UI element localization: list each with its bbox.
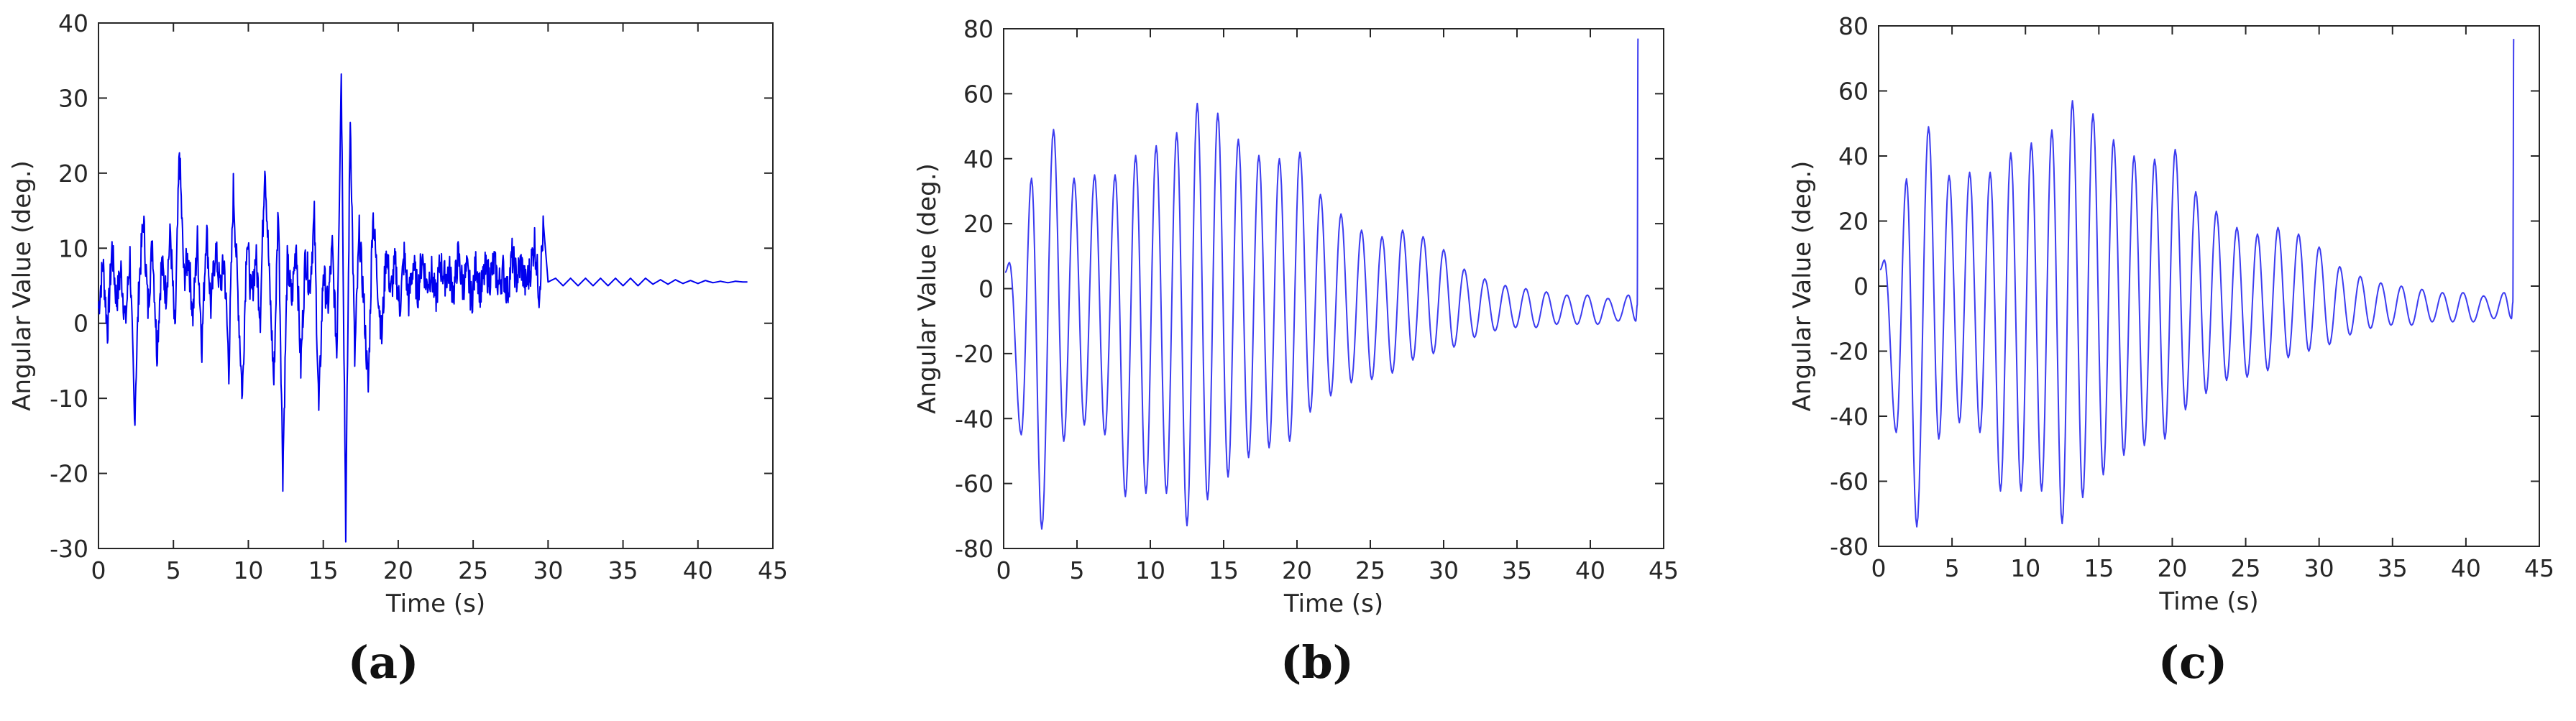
x-tick-label: 15 <box>308 556 339 584</box>
x-tick-label: 45 <box>1649 556 1679 584</box>
x-tick-label: 20 <box>1282 556 1312 584</box>
y-tick-label: 10 <box>58 234 88 262</box>
y-tick-label: 0 <box>73 310 88 338</box>
y-tick-label: -60 <box>955 470 994 498</box>
caption-b: (b) <box>1280 636 1355 689</box>
x-tick-label: 5 <box>1070 556 1085 584</box>
x-tick-label: 10 <box>2010 554 2040 582</box>
series-line <box>1004 38 1639 530</box>
x-tick-label: 10 <box>233 556 263 584</box>
x-tick-label: 25 <box>1355 556 1385 584</box>
x-tick-label: 30 <box>2304 554 2334 582</box>
plot-frame <box>98 22 774 549</box>
x-tick-label: 20 <box>383 556 413 584</box>
y-tick-label: 0 <box>1853 272 1869 300</box>
y-axis-label: Angular Value (deg.) <box>1788 161 1817 412</box>
y-tick-label: 20 <box>1838 208 1869 236</box>
x-axis-label: Time (s) <box>1283 589 1383 618</box>
x-axis-label: Time (s) <box>2158 587 2258 616</box>
y-tick-label: 0 <box>978 275 994 303</box>
x-tick-label: 0 <box>1871 554 1887 582</box>
x-tick-label: 40 <box>683 556 713 584</box>
x-tick-label: 25 <box>458 556 488 584</box>
y-tick-label: -30 <box>50 535 88 563</box>
y-tick-label: 20 <box>58 160 88 188</box>
y-tick-label: 80 <box>963 15 994 43</box>
y-tick-label: -40 <box>1830 403 1869 431</box>
y-tick-label: 40 <box>1838 142 1869 170</box>
y-tick-label: 40 <box>963 145 994 173</box>
y-tick-label: -20 <box>50 460 88 488</box>
y-tick-label: 60 <box>1838 78 1869 106</box>
x-tick-label: 0 <box>91 556 106 584</box>
y-tick-label: -20 <box>1830 338 1869 366</box>
x-tick-label: 45 <box>2524 554 2554 582</box>
series-line <box>1879 39 2515 528</box>
x-tick-label: 15 <box>1209 556 1239 584</box>
chart-panel-c: 0 5 10 15 20 25 30 35 40 45 -80 -60 -40 -20 0 20 40 60 80 T… <box>1788 12 2554 616</box>
x-tick-label: 40 <box>2451 554 2481 582</box>
x-tick-label: 35 <box>2378 554 2408 582</box>
y-tick-label: 80 <box>1838 12 1869 40</box>
x-tick-label: 0 <box>996 556 1012 584</box>
x-tick-label: 20 <box>2157 554 2187 582</box>
y-tick-label: -10 <box>50 385 88 413</box>
y-axis-label: Angular Value (deg.) <box>8 160 37 411</box>
caption-c: (c) <box>2158 636 2228 689</box>
x-tick-label: 40 <box>1575 556 1605 584</box>
y-tick-label: -60 <box>1830 468 1869 496</box>
x-tick-label: 5 <box>166 556 181 584</box>
y-tick-label: 40 <box>58 9 88 37</box>
y-tick-label: -80 <box>1830 533 1869 561</box>
caption-a: (a) <box>347 636 419 689</box>
y-tick-label: 20 <box>963 210 994 238</box>
y-tick-label: -80 <box>955 535 994 563</box>
y-tick-label: 30 <box>58 84 88 112</box>
x-tick-label: 10 <box>1135 556 1165 584</box>
y-tick-label: -40 <box>955 405 994 433</box>
chart-panel-b: 0 5 10 15 20 25 30 35 40 45 -80 -60 -40 -20 0 20 40 60 80 T… <box>913 15 1679 618</box>
x-tick-label: 45 <box>758 556 788 584</box>
x-tick-label: 15 <box>2084 554 2114 582</box>
y-axis-label: Angular Value (deg.) <box>913 163 942 414</box>
x-tick-label: 30 <box>533 556 563 584</box>
x-axis-label: Time (s) <box>385 589 485 618</box>
x-tick-label: 5 <box>1945 554 1960 582</box>
x-tick-label: 35 <box>608 556 638 584</box>
series-line <box>98 73 748 543</box>
y-tick-label: -20 <box>955 340 994 368</box>
plot-frame <box>1003 28 1664 549</box>
x-tick-label: 25 <box>2231 554 2261 582</box>
x-tick-label: 30 <box>1429 556 1459 584</box>
plot-frame <box>1878 25 2540 547</box>
x-tick-label: 35 <box>1502 556 1532 584</box>
y-tick-label: 60 <box>963 80 994 108</box>
chart-panel-a: 0 5 10 15 20 25 30 35 40 45 -30 -20 -10 0 10 20 30 40 Time… <box>8 9 788 618</box>
